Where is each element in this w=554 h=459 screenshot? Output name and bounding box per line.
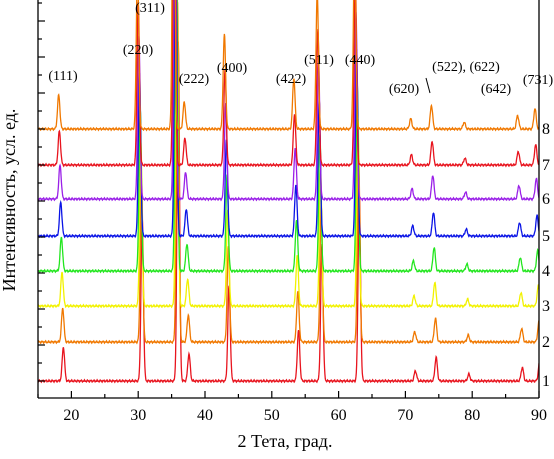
peak-label: (311) bbox=[135, 1, 165, 16]
x-tick-label: 20 bbox=[63, 407, 79, 424]
y-axis-ticks bbox=[38, 2, 45, 382]
series-layer bbox=[38, 0, 539, 384]
series-2-line bbox=[38, 2, 539, 345]
peak-label: (440) bbox=[345, 53, 376, 68]
peak-labels: (111) (220) (311) (222) (400) (422) (511) (440)… bbox=[48, 1, 553, 97]
series-7-label: 7 bbox=[542, 157, 550, 174]
peak-label: (731) bbox=[523, 73, 554, 88]
series-8-line bbox=[38, 0, 539, 132]
series-1-line bbox=[38, 41, 539, 384]
x-tick-label: 90 bbox=[531, 407, 547, 424]
series-3-line bbox=[38, 0, 539, 309]
peak-leader-line bbox=[425, 77, 431, 94]
series-1-label: 1 bbox=[542, 373, 550, 390]
series-7-line bbox=[38, 0, 539, 168]
series-4-label: 4 bbox=[542, 263, 550, 280]
series-6-label: 6 bbox=[542, 191, 550, 208]
y-axis-title: Интенсивность, усл. ед. bbox=[0, 109, 19, 292]
x-axis-ticks: 20 30 40 50 60 70 80 90 bbox=[37, 391, 547, 424]
x-tick-label: 60 bbox=[331, 407, 347, 424]
series-labels: 1 2 3 4 5 6 7 8 bbox=[542, 121, 550, 390]
peak-label: (522), (622) bbox=[432, 60, 500, 75]
peak-label: (222) bbox=[179, 72, 210, 87]
series-5-label: 5 bbox=[542, 228, 550, 245]
series-5-line bbox=[38, 0, 539, 239]
peak-label: (511) bbox=[304, 53, 334, 68]
series-4-line bbox=[38, 0, 539, 274]
x-tick-label: 70 bbox=[397, 407, 413, 424]
series-3-label: 3 bbox=[542, 298, 550, 315]
series-6-line bbox=[38, 0, 539, 202]
peak-label: (642) bbox=[481, 82, 512, 97]
x-tick-label: 80 bbox=[464, 407, 480, 424]
x-tick-label: 50 bbox=[264, 407, 280, 424]
peak-label: (111) bbox=[48, 69, 78, 84]
x-tick-label: 30 bbox=[130, 407, 146, 424]
series-2-label: 2 bbox=[542, 334, 550, 351]
peak-label: (422) bbox=[276, 72, 307, 87]
x-tick-label: 40 bbox=[197, 407, 213, 424]
peak-label: (400) bbox=[217, 61, 248, 76]
axes-frame bbox=[37, 0, 540, 399]
peak-label: (220) bbox=[123, 43, 154, 58]
x-axis-title: 2 Тета, град. bbox=[238, 431, 333, 451]
peak-label: (620) bbox=[389, 82, 420, 97]
series-8-label: 8 bbox=[542, 121, 550, 138]
